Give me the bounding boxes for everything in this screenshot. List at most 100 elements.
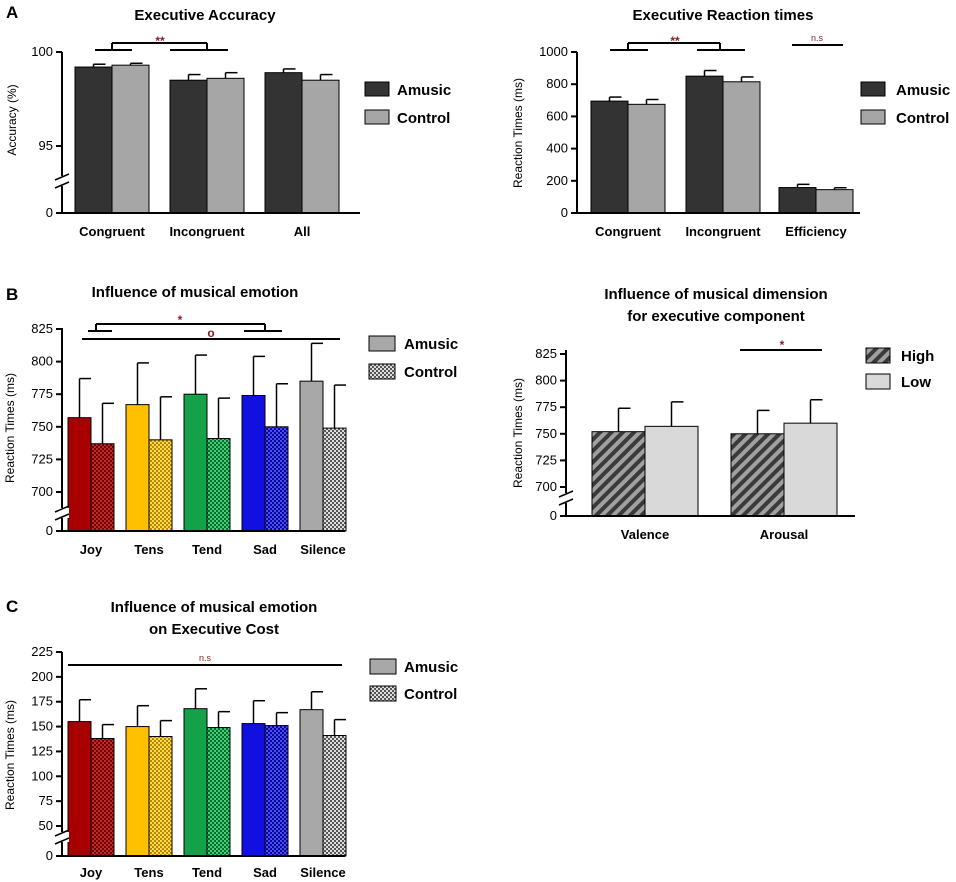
- legend-label-control: Control: [404, 364, 457, 381]
- legend-swatch-control: [369, 685, 397, 702]
- legend: Amusic Control: [369, 658, 458, 703]
- legend-label-low: Low: [901, 374, 931, 391]
- legend: Amusic Control: [860, 81, 950, 127]
- bar-congruent-amusic: [590, 100, 629, 214]
- x-tick-label: Tend: [192, 865, 222, 880]
- significance-marker: *: [780, 338, 785, 352]
- chart-executive-accuracy: Executive Accuracy Accuracy (%) 0 95 100 C…: [5, 7, 451, 239]
- legend-swatch-high: [865, 347, 891, 364]
- bar-joy-control: [90, 738, 115, 857]
- y-tick-label: 75: [39, 793, 53, 808]
- y-tick-label: 95: [39, 138, 53, 153]
- legend-swatch-amusic: [364, 81, 390, 97]
- y-tick-label: 750: [535, 426, 557, 441]
- chart-title-line-1: Influence of musical dimension: [604, 286, 827, 303]
- axis-break-mark: [54, 837, 70, 845]
- legend-label-amusic: Amusic: [896, 82, 950, 99]
- bar-congruent-control: [627, 103, 666, 214]
- legend-label-control: Control: [404, 686, 457, 703]
- bar-silence-control: [322, 427, 347, 532]
- bar-arousal-low: [783, 422, 838, 517]
- axis-break-gap: [55, 176, 69, 186]
- y-tick-label: 825: [535, 346, 557, 361]
- y-tick-label: 175: [31, 694, 53, 709]
- bar-tens-control: [148, 439, 173, 532]
- x-tick-label: Tens: [134, 865, 163, 880]
- y-tick-label: 100: [31, 768, 53, 783]
- significance-marker: *: [178, 313, 183, 327]
- bar-tens-amusic: [125, 404, 150, 532]
- x-tick-label: Valence: [621, 527, 669, 542]
- significance-marker: **: [155, 34, 165, 48]
- chart-title-line-1: Influence of musical emotion: [111, 599, 318, 616]
- bar-sad-amusic: [241, 723, 266, 857]
- legend-swatch-amusic: [369, 658, 397, 675]
- bar-incongruent-control: [722, 81, 761, 214]
- y-axis-label: Accuracy (%): [5, 84, 19, 155]
- significance-bracket: [82, 323, 340, 340]
- bar-valence-high: [591, 431, 646, 517]
- y-tick-label: 0: [46, 523, 53, 538]
- y-tick-label: 200: [31, 669, 53, 684]
- x-tick-label: Silence: [300, 542, 346, 557]
- y-tick-label: 600: [546, 108, 568, 123]
- chart-title-line-2: for executive component: [627, 308, 805, 325]
- y-tick-label: 100: [31, 44, 53, 59]
- bar-valence-low: [644, 425, 699, 517]
- y-tick-label: 0: [46, 205, 53, 220]
- legend: Amusic Control: [364, 81, 451, 127]
- axis-break-mark: [558, 498, 574, 506]
- x-tick-label: Congruent: [595, 224, 661, 239]
- axis-break-gap: [55, 832, 69, 842]
- y-axis-label: Reaction Times (ms): [3, 373, 17, 483]
- bar-joy-control: [90, 443, 115, 532]
- y-tick-label: 400: [546, 141, 568, 156]
- y-axis-label: Reaction Times (ms): [511, 78, 525, 188]
- bar-joy-amusic: [67, 417, 92, 532]
- legend-swatch-amusic: [860, 81, 886, 97]
- bar-tend-control: [206, 727, 231, 857]
- bar-silence-amusic: [299, 380, 324, 532]
- legend-swatch-control: [364, 109, 390, 125]
- x-tick-label: Silence: [300, 865, 346, 880]
- y-tick-label: 0: [550, 508, 557, 523]
- panel-label-a: A: [6, 3, 18, 22]
- x-tick-label: Sad: [253, 542, 277, 557]
- bar-sad-amusic: [241, 395, 266, 532]
- y-tick-label: 200: [546, 173, 568, 188]
- axis-break-mark: [54, 513, 70, 521]
- panel-label-b: B: [6, 285, 18, 304]
- legend-swatch-low: [865, 373, 891, 390]
- axis-break-mark: [54, 829, 70, 837]
- panel-label-c: C: [6, 597, 18, 616]
- axis-break-mark: [54, 505, 70, 513]
- y-tick-label: 800: [546, 76, 568, 91]
- chart-title: Influence of musical emotion: [92, 284, 299, 301]
- chart-title: Executive Reaction times: [633, 7, 814, 24]
- significance-bracket: [95, 42, 228, 51]
- x-tick-label: Tend: [192, 542, 222, 557]
- legend: High Low: [865, 347, 934, 391]
- axis-break-mark: [54, 181, 70, 189]
- significance-marker-ns: n.s: [811, 33, 824, 43]
- bar-incongruent-amusic: [169, 79, 208, 214]
- y-axis-label: Reaction Times (ms): [511, 378, 525, 488]
- legend-swatch-control: [368, 363, 396, 380]
- y-tick-label: 700: [31, 484, 53, 499]
- y-tick-label: 825: [31, 321, 53, 336]
- legend-swatch-control: [860, 109, 886, 125]
- axis-break-mark: [54, 173, 70, 181]
- chart-influence-on-executive-cost: Influence of musical emotion on Executiv…: [3, 599, 458, 880]
- y-tick-label: 725: [31, 451, 53, 466]
- bar-incongruent-amusic: [685, 75, 724, 214]
- bar-incongruent-control: [206, 77, 245, 214]
- legend-label-high: High: [901, 348, 934, 365]
- significance-marker-trend: o: [207, 326, 214, 340]
- y-tick-label: 225: [31, 644, 53, 659]
- bar-joy-amusic: [67, 721, 92, 857]
- x-tick-label: Joy: [80, 865, 103, 880]
- y-tick-label: 125: [31, 743, 53, 758]
- y-tick-label: 50: [39, 818, 53, 833]
- chart-influence-of-musical-emotion: Influence of musical emotion Reaction Ti…: [3, 284, 458, 557]
